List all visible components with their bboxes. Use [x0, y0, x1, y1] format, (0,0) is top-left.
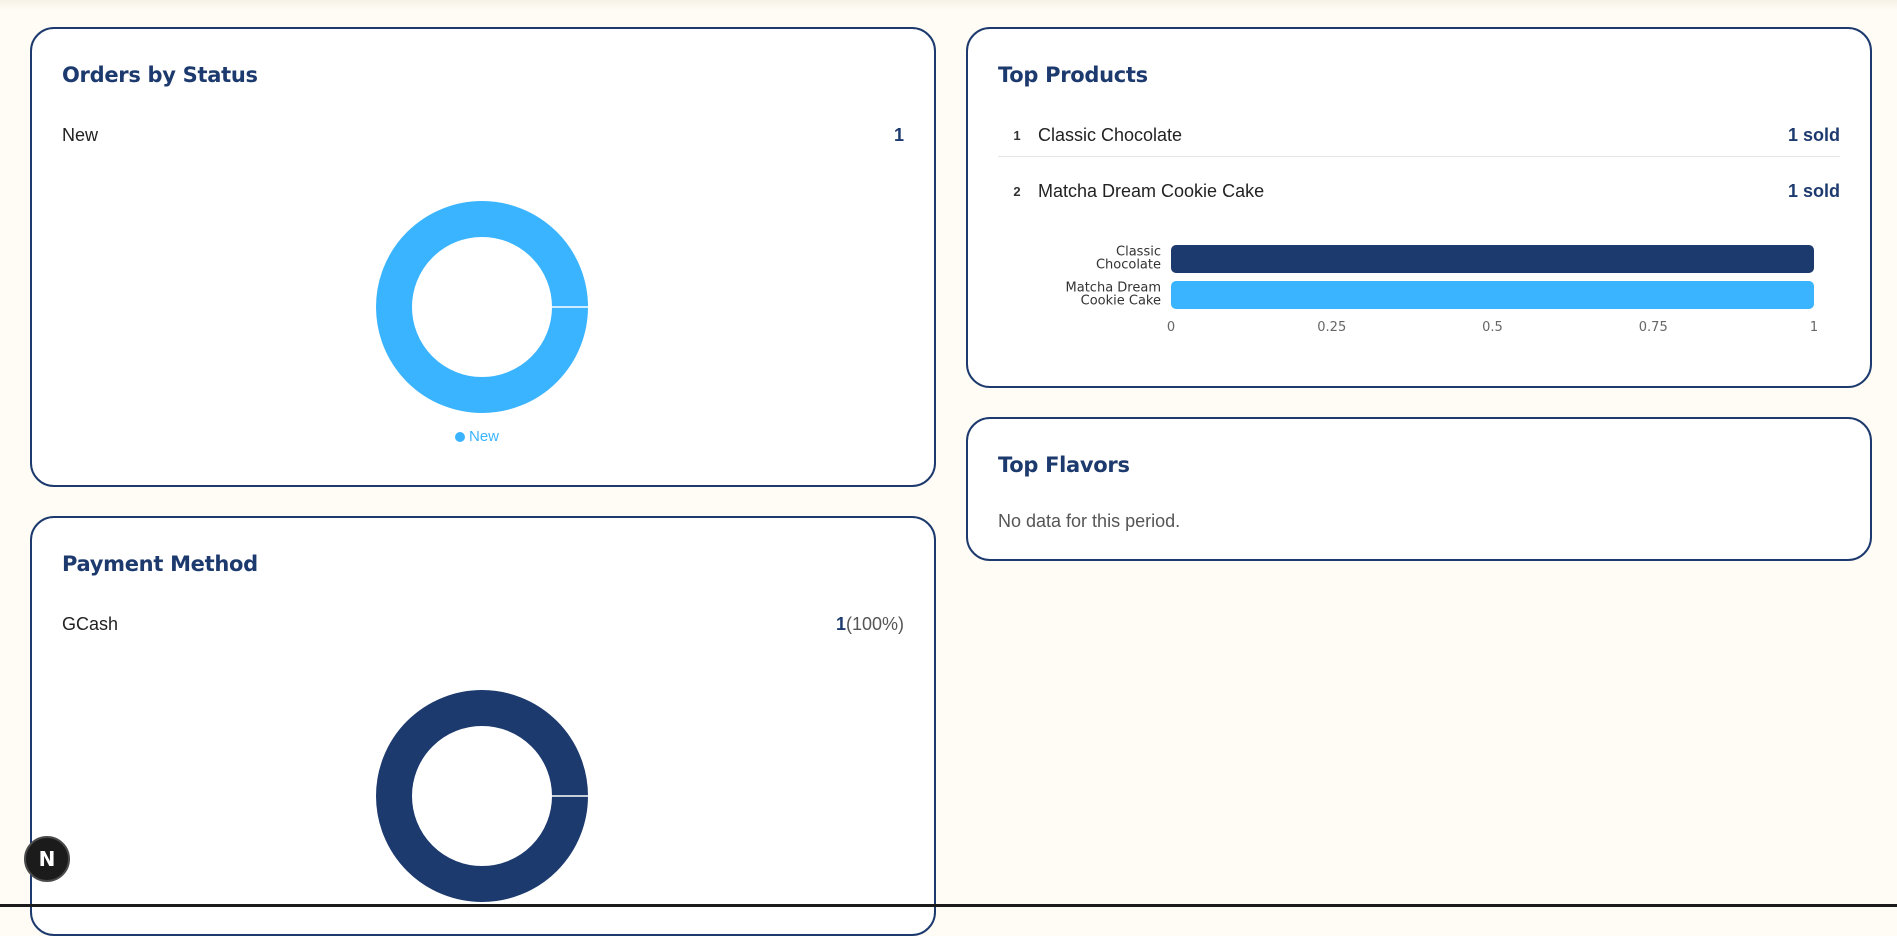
top-flavors-empty-message: No data for this period. — [998, 511, 1181, 531]
payment-label: GCash — [62, 614, 119, 634]
product-sold: 1 sold — [1787, 124, 1840, 145]
product-rank: 1 — [1013, 127, 1021, 143]
x-tick-label: 0.25 — [1317, 320, 1346, 335]
legend-dot-icon — [455, 431, 465, 442]
payment-method-title: Payment Method — [62, 552, 258, 576]
product-name: Matcha Dream Cookie Cake — [1038, 180, 1265, 201]
status-donut-slice[interactable] — [376, 201, 588, 413]
payment-method-donut — [376, 690, 588, 902]
top-flavors-title: Top Flavors — [998, 453, 1130, 477]
orders-status-donut — [376, 201, 588, 413]
payment-percent: (100%) — [845, 614, 904, 634]
product-row: 1 Classic Chocolate 1 sold — [998, 114, 1840, 157]
payment-donut-slice[interactable] — [376, 690, 588, 902]
status-label: New — [62, 125, 99, 145]
x-tick-label: 0 — [1167, 320, 1175, 335]
top-products-card: Top Products 1 Classic Chocolate 1 sold … — [966, 27, 1872, 388]
legend-label-new: New — [469, 428, 500, 445]
status-legend[interactable]: New — [455, 428, 499, 445]
bar-category-label: Classic Chocolate — [1096, 245, 1161, 273]
payment-count-wrap: 1(100%) — [836, 614, 904, 635]
x-tick-label: 0.75 — [1639, 320, 1668, 335]
product-bar[interactable] — [1171, 281, 1814, 309]
top-products-title: Top Products — [998, 63, 1148, 87]
payment-method-card: Payment Method GCash 1(100%) — [30, 516, 936, 936]
x-tick-label: 0.5 — [1482, 320, 1503, 335]
status-row-new: New 1 — [62, 125, 904, 146]
payment-count: 1 — [835, 614, 846, 634]
product-name: Classic Chocolate — [1038, 124, 1183, 145]
bar-category-label: Matcha Dream Cookie Cake — [1066, 281, 1161, 309]
orders-by-status-title: Orders by Status — [62, 63, 258, 87]
top-flavors-card: Top Flavors No data for this period. — [966, 417, 1872, 561]
payment-row-gcash: GCash 1(100%) — [62, 614, 904, 635]
top-products-bar-chart: Classic Chocolate Matcha Dream Cookie Cake 0… — [1066, 245, 1819, 336]
orders-by-status-card: Orders by Status New 1 New — [30, 27, 936, 487]
product-sold: 1 sold — [1787, 180, 1840, 201]
x-tick-label: 1 — [1810, 320, 1818, 335]
product-rank: 2 — [1013, 183, 1021, 199]
status-count: 1 — [893, 125, 904, 145]
product-bar[interactable] — [1171, 245, 1814, 273]
product-row: 2 Matcha Dream Cookie Cake 1 sold — [998, 170, 1840, 212]
next-dev-tools-button[interactable]: N — [24, 836, 70, 882]
bottom-edge-bar — [0, 904, 1897, 907]
top-shade — [0, 0, 1897, 10]
